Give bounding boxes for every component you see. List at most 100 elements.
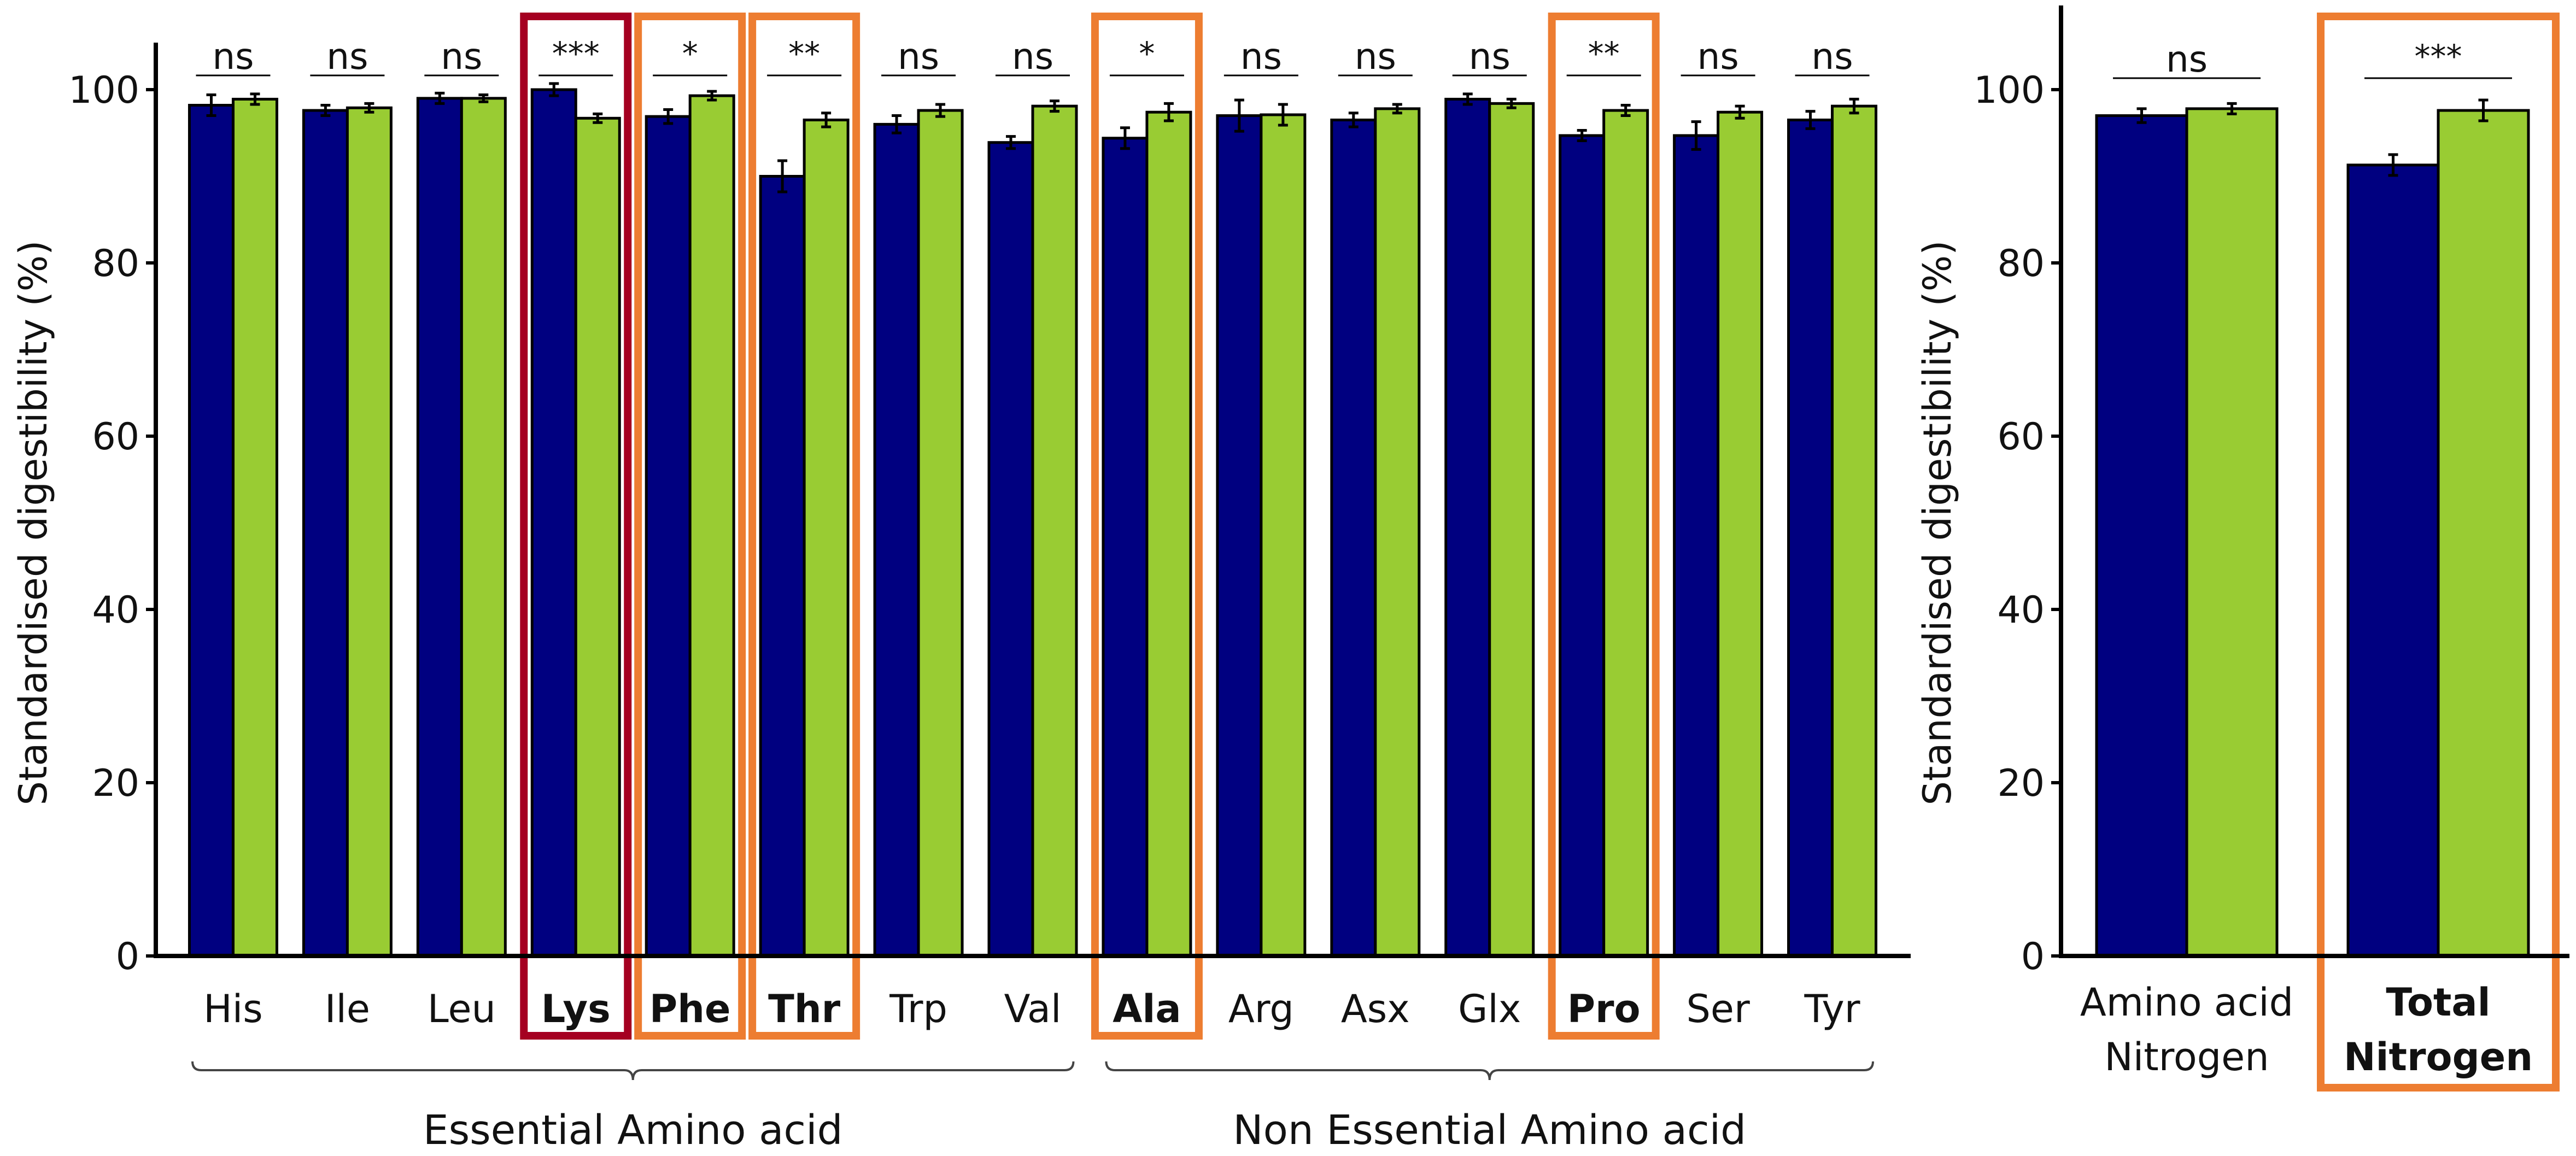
error-bar — [1278, 103, 1288, 127]
y-tick-label: 60 — [1997, 415, 2045, 459]
error-bar — [364, 102, 374, 114]
error-bar — [1849, 97, 1859, 115]
significance-label: ns — [1355, 36, 1396, 78]
error-bar — [2227, 102, 2237, 115]
error-bar — [549, 82, 559, 97]
error-bar — [1050, 99, 1059, 113]
bar-ser-series-2 — [1717, 110, 1764, 958]
highlight-box — [634, 13, 746, 1040]
bar-leu-series-2 — [460, 97, 507, 958]
y-axis-title: Standardised digestibility (%) — [11, 240, 56, 806]
y-tick-label: 40 — [92, 589, 139, 632]
bar-total-nitrogen-series-2 — [2437, 109, 2530, 958]
bar-asx-series-2 — [1374, 107, 1421, 958]
y-tick-label: 0 — [2021, 935, 2045, 978]
error-bar — [1691, 120, 1701, 151]
bar-thr-series-1 — [759, 175, 806, 958]
error-bar — [2388, 153, 2398, 177]
significance-label: *** — [552, 35, 600, 72]
nitrogen-digestibility-chart: ns Amino acid Nitrogen *** Total Nitrogen 0 20 4… — [1915, 5, 2569, 1092]
significance-label: ns — [1469, 36, 1511, 78]
y-tick-label: 20 — [1997, 762, 2045, 805]
error-bar — [1805, 110, 1816, 130]
error-bar — [320, 104, 331, 118]
x-tick-label: Phe — [649, 987, 731, 1031]
x-tick-label: Total — [2386, 980, 2490, 1025]
x-tick-label: Val — [1004, 987, 1062, 1031]
significance-label: ns — [1697, 36, 1738, 78]
bar-val-series-2 — [1031, 104, 1078, 958]
significance-label: ns — [441, 36, 482, 78]
significance-label: ns — [326, 36, 368, 78]
x-tick-label: Lys — [541, 987, 611, 1031]
bar-asx-series-1 — [1330, 118, 1377, 958]
significance-label: ns — [1811, 36, 1853, 78]
y-tick-label: 100 — [1974, 69, 2045, 112]
bar-his-series-2 — [231, 97, 278, 958]
x-tick-label: Asx — [1341, 987, 1410, 1031]
error-bar — [892, 114, 902, 134]
bar-arg-series-1 — [1216, 114, 1263, 958]
significance-label: * — [1139, 35, 1155, 72]
y-tick-label: 100 — [68, 69, 139, 112]
highlight-box — [748, 13, 860, 1040]
x-tick-label: Ser — [1686, 987, 1750, 1031]
y-tick-label: 40 — [1997, 589, 2045, 632]
error-bar — [435, 91, 445, 105]
y-tick-label: 20 — [92, 762, 139, 805]
bar-amino-acid-nitrogen-series-2 — [2185, 107, 2279, 958]
bar-ile-series-2 — [346, 106, 393, 958]
bar-tyr-series-2 — [1831, 104, 1878, 958]
group-label: Essential Amino acid — [423, 1107, 843, 1154]
group-brace — [1105, 1061, 1874, 1081]
highlight-box — [520, 13, 632, 1040]
group-label: Non Essential Amino acid — [1233, 1107, 1746, 1154]
significance-label: ns — [898, 36, 939, 78]
bar-thr-series-2 — [803, 118, 850, 958]
significance-label: * — [682, 35, 698, 72]
error-bar — [935, 103, 946, 118]
bar-ile-series-1 — [302, 109, 349, 958]
error-bar — [478, 93, 489, 103]
x-tick-label: Glx — [1458, 987, 1521, 1031]
x-tick-label: Ile — [325, 987, 370, 1031]
error-bar — [593, 112, 603, 124]
error-bar — [1577, 128, 1587, 143]
error-bar — [2136, 107, 2147, 124]
bar-amino-acid-nitrogen-series-1 — [2095, 114, 2188, 958]
x-tick-label: Amino acid — [2080, 980, 2293, 1025]
error-bar — [1462, 92, 1473, 106]
error-bar — [1234, 98, 1244, 133]
bar-his-series-1 — [188, 104, 235, 958]
error-bar — [250, 92, 260, 106]
bar-tyr-series-1 — [1787, 118, 1834, 958]
x-tick-label: Nitrogen — [2344, 1035, 2533, 1079]
x-tick-label: Thr — [768, 987, 841, 1031]
x-tick-label: Ala — [1113, 987, 1181, 1031]
error-bar — [1163, 102, 1174, 122]
highlight-box — [1548, 13, 1660, 1040]
error-bar — [1506, 97, 1517, 109]
highlight-box — [1091, 13, 1203, 1040]
significance-label: ns — [1240, 36, 1282, 78]
bar-leu-series-1 — [416, 97, 463, 958]
error-bar — [1348, 112, 1359, 128]
bar-phe-series-1 — [645, 115, 692, 958]
y-axis-title: Standardised digestibility (%) — [1915, 240, 1960, 806]
error-bar — [1735, 104, 1745, 120]
error-bar — [1620, 104, 1631, 118]
error-bar — [777, 159, 788, 193]
y-tick-label: 0 — [116, 935, 139, 978]
significance-label: ** — [788, 35, 820, 72]
bar-ser-series-1 — [1673, 134, 1720, 958]
bar-glx-series-2 — [1488, 102, 1535, 958]
x-tick-label: Nitrogen — [2104, 1035, 2269, 1079]
error-bar — [821, 112, 832, 128]
x-tick-label: Tyr — [1804, 987, 1860, 1031]
bar-pro-series-1 — [1559, 134, 1606, 958]
x-tick-label: Trp — [889, 987, 947, 1031]
bar-ala-series-1 — [1102, 137, 1149, 958]
x-tick-label: Leu — [428, 987, 496, 1031]
bar-trp-series-1 — [873, 122, 920, 958]
bar-val-series-1 — [987, 141, 1034, 958]
